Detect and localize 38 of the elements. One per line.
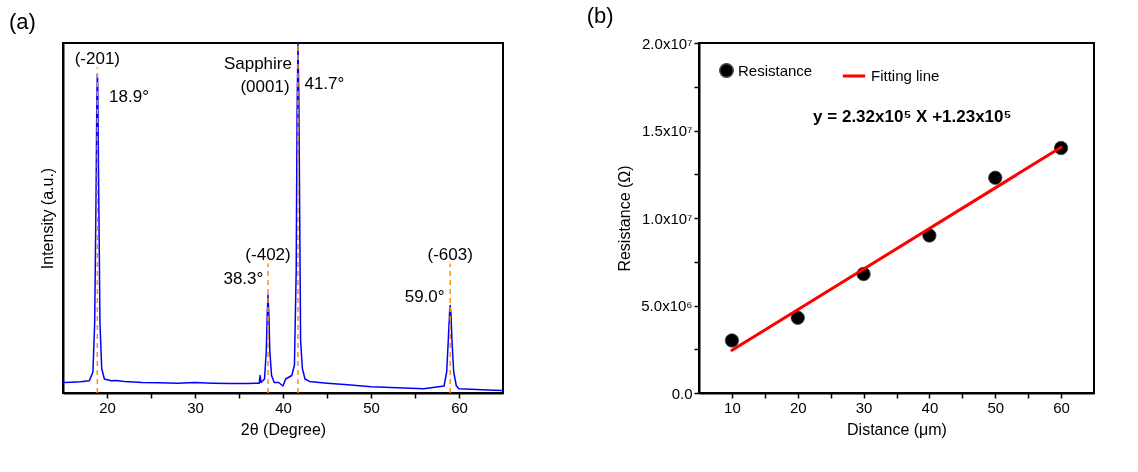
point xyxy=(922,228,937,243)
x-tick-label: 20 xyxy=(99,398,116,416)
x-tick-label: 60 xyxy=(451,398,468,416)
x-axis-title: Distance (μm) xyxy=(847,420,947,438)
y-tick-label: 1.0x10⁷ xyxy=(642,209,693,227)
annotation: 41.7° xyxy=(304,74,345,94)
y-axis-title: Resistance (Ω) xyxy=(616,165,634,272)
annotation: (-201) xyxy=(74,48,120,68)
point xyxy=(724,333,740,348)
legend-label: Resistance xyxy=(738,61,813,79)
x-tick-label: 50 xyxy=(363,398,380,416)
y-tick-label: 5.0x10⁶ xyxy=(641,297,693,314)
annotation: 38.3° xyxy=(223,268,264,288)
chart-title: (a) xyxy=(9,9,36,35)
annotation: (-603) xyxy=(427,244,473,264)
y-tick-label: 2.0x10⁷ xyxy=(642,34,693,52)
y-tick-label: 0.0 xyxy=(671,384,693,402)
y-tick-label: 1.5x10⁷ xyxy=(642,122,693,139)
chart-title: (b) xyxy=(586,3,614,28)
legend-label: Fitting line xyxy=(871,67,940,84)
x-tick-label: 50 xyxy=(987,398,1005,416)
x-tick-label: 40 xyxy=(275,398,292,416)
annotation: y = 2.32x10⁵ X +1.23x10⁵ xyxy=(813,106,1012,126)
y-axis-title: Intensity (a.u.) xyxy=(38,167,56,270)
x-tick-label: 40 xyxy=(921,398,939,416)
x-tick-label: 10 xyxy=(724,398,741,416)
annotation: 59.0° xyxy=(404,287,445,307)
annotation: (-402) xyxy=(245,244,291,264)
point xyxy=(790,310,805,325)
annotation: 18.9° xyxy=(109,87,149,107)
x-tick-label: 60 xyxy=(1053,398,1070,416)
x-tick-label: 20 xyxy=(789,398,807,416)
x-tick-label: 30 xyxy=(855,398,873,416)
x-tick-label: 30 xyxy=(187,398,204,416)
point xyxy=(988,170,1003,185)
annotation: (0001) xyxy=(240,77,290,97)
x-axis-title: 2θ (Degree) xyxy=(240,420,327,438)
annotation: Sapphire xyxy=(223,54,292,73)
